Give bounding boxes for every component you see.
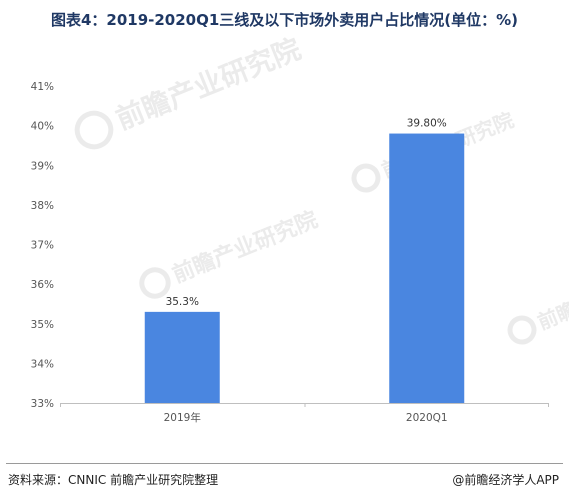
y-tick-label: 37%: [31, 240, 54, 252]
watermark-text: 前瞻产业研究院: [169, 206, 322, 288]
y-tick-label: 33%: [31, 398, 54, 410]
watermark-text: 前瞻产业研究院: [534, 260, 569, 335]
watermark-layer: 前瞻产业研究院前瞻产业研究院前瞻产业研究院前瞻产业研究院: [74, 32, 569, 345]
x-axis: 2019年 2020Q1: [60, 403, 549, 424]
y-tick-label: 34%: [31, 358, 54, 370]
y-tick-label: 38%: [31, 200, 54, 212]
brand-credit: @前瞻经济学人APP: [452, 473, 559, 487]
bar: [144, 311, 220, 403]
watermark-text: 前瞻产业研究院: [111, 32, 305, 136]
watermark-logo-icon: [351, 163, 381, 193]
y-tick-label: 41%: [31, 81, 54, 93]
chart-title: 图表4：2019-2020Q1三线及以下市场外卖用户占比情况(单位：%): [50, 11, 519, 29]
y-tick-label: 39%: [31, 160, 54, 172]
x-tick-label: 2019年: [164, 411, 201, 424]
watermark-logo-icon: [507, 315, 537, 345]
y-axis: 33% 34% 35% 36% 37% 38% 39% 40% 41%: [31, 81, 54, 410]
y-tick-label: 40%: [31, 121, 54, 133]
source-note: 资料来源：CNNIC 前瞻产业研究院整理: [8, 473, 219, 487]
watermark-3: 前瞻产业研究院: [139, 206, 322, 299]
bar-value-label: 35.3%: [166, 296, 199, 308]
footer-divider: [6, 463, 563, 464]
watermark-1: 前瞻产业研究院: [74, 32, 305, 150]
bar-series: 35.3% 39.80%: [144, 118, 465, 404]
bar-value-label: 39.80%: [407, 118, 447, 130]
watermark-4: 前瞻产业研究院: [507, 260, 569, 345]
watermark-logo-icon: [74, 110, 114, 150]
y-tick-label: 35%: [31, 319, 54, 331]
watermark-logo-icon: [139, 267, 171, 299]
bar: [389, 133, 465, 404]
x-tick-label: 2020Q1: [406, 412, 448, 424]
y-tick-label: 36%: [31, 279, 54, 291]
